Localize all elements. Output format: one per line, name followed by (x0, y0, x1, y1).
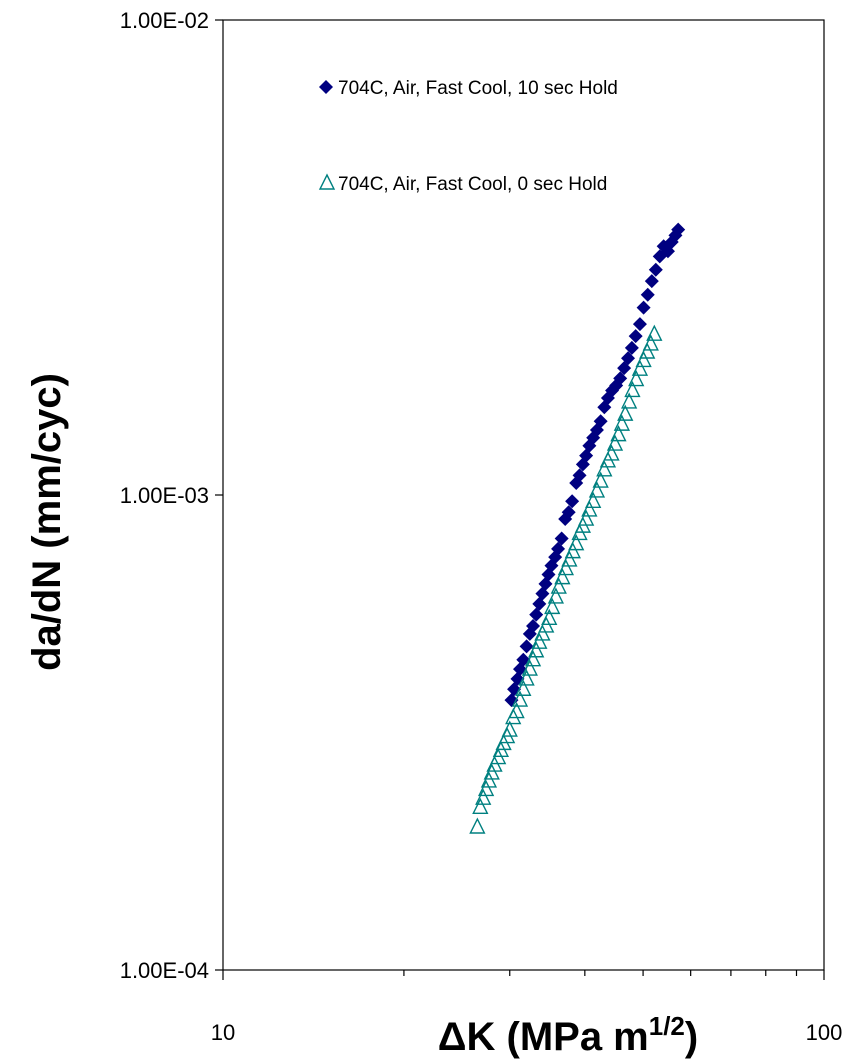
data-point (519, 639, 534, 654)
x-axis-title-main: ΔK (MPa m (438, 1015, 649, 1059)
data-point (578, 509, 595, 526)
data-point (483, 763, 500, 780)
data-point (592, 471, 609, 488)
data-point (547, 587, 565, 604)
data-point (644, 274, 659, 289)
data-point (554, 568, 571, 585)
legend-label-0-sec-hold: 704C, Air, Fast Cool, 0 sec Hold (338, 174, 607, 195)
data-point (477, 779, 495, 797)
data-point (606, 434, 624, 451)
data-point (508, 702, 525, 719)
data-point (554, 531, 569, 546)
data-point (501, 720, 518, 737)
data-point (640, 287, 655, 302)
data-point (610, 425, 627, 442)
data-point (531, 632, 548, 649)
legend-item-0-sec-hold: 704C, Air, Fast Cool, 0 sec Hold (318, 173, 607, 195)
data-point (469, 817, 486, 834)
data-point (524, 650, 542, 667)
data-point (624, 380, 641, 398)
x-axis-title-superscript: 1/2 (649, 1011, 685, 1041)
y-tick-label: 1.00E-04 (120, 958, 209, 983)
x-axis-title: ΔK (MPa m1/2) (438, 1011, 698, 1059)
data-point (565, 494, 580, 509)
data-point (526, 618, 541, 633)
data-series (469, 222, 686, 834)
data-point (628, 369, 645, 387)
data-point (557, 559, 575, 576)
x-tick-label: 100 (806, 1020, 843, 1045)
data-point (581, 500, 598, 517)
y-tick-label: 1.00E-02 (120, 8, 209, 33)
x-axis-title-end: ) (685, 1015, 698, 1059)
series-2 (469, 324, 663, 834)
data-point (632, 317, 647, 332)
data-point (617, 404, 634, 421)
data-point (541, 608, 558, 626)
data-point (624, 340, 639, 355)
axis-tick-labels: 10 100 1.00E-04 1.00E-03 1.00E-02 (120, 8, 843, 1045)
data-point (475, 788, 492, 805)
data-point (621, 392, 638, 409)
legend-marker-triangle (318, 173, 336, 190)
data-point (511, 690, 529, 707)
data-point (628, 329, 643, 344)
data-point (561, 505, 576, 520)
data-point (529, 607, 544, 622)
axis-ticks (215, 19, 825, 980)
series-1 (504, 222, 686, 708)
data-point (528, 641, 545, 658)
data-point (521, 659, 538, 676)
data-point (603, 444, 620, 461)
data-point (642, 334, 659, 351)
data-point (613, 371, 628, 386)
data-point (504, 693, 519, 708)
data-point (572, 468, 587, 483)
data-point (480, 771, 498, 788)
data-point (561, 550, 578, 567)
data-point (588, 481, 606, 498)
data-point (636, 300, 651, 315)
plot-area (222, 19, 825, 971)
data-point (550, 577, 567, 594)
legend-item-10-sec-hold: 704C, Air, Fast Cool, 10 sec Hold (319, 78, 618, 99)
data-point (635, 350, 652, 368)
data-point (534, 624, 551, 641)
data-point (631, 359, 649, 376)
data-point (646, 324, 663, 341)
data-point (648, 262, 663, 277)
data-point (621, 351, 636, 366)
data-point (472, 797, 489, 815)
data-point (596, 460, 613, 477)
data-point (568, 534, 585, 551)
data-point (551, 541, 566, 556)
data-point (564, 542, 581, 559)
data-point (585, 491, 602, 508)
legend: 704C, Air, Fast Cool, 10 sec Hold 704C, … (318, 78, 618, 195)
legend-marker-diamond (319, 80, 333, 94)
legend-label-10-sec-hold: 704C, Air, Fast Cool, 10 sec Hold (338, 78, 618, 99)
data-point (532, 596, 547, 611)
data-point (639, 342, 656, 359)
data-point (544, 597, 561, 615)
data-point (613, 414, 631, 431)
data-point (518, 669, 535, 686)
x-tick-label: 10 (211, 1020, 235, 1045)
y-tick-label: 1.00E-03 (120, 483, 209, 508)
data-point (515, 679, 532, 696)
data-point (671, 222, 686, 237)
y-axis-title: da/dN (mm/cyc) (25, 373, 69, 671)
data-point (593, 414, 608, 429)
